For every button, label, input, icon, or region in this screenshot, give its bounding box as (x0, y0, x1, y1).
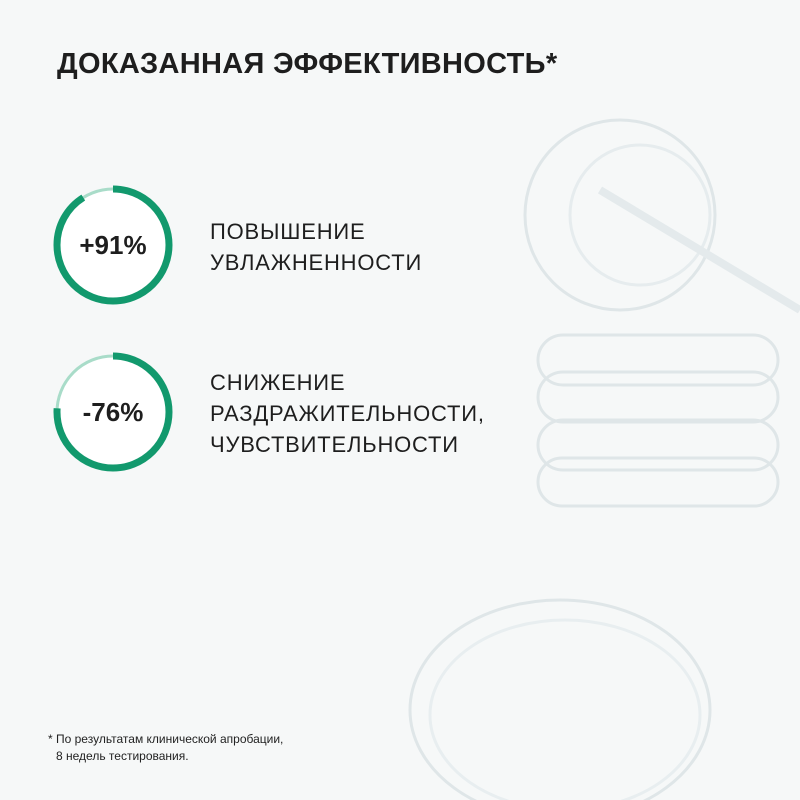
stat-label-irritation: СНИЖЕНИЕ РАЗДРАЖИТЕЛЬНОСТИ, ЧУВСТВИТЕЛЬН… (210, 367, 485, 460)
stat-value: +91% (79, 230, 147, 260)
progress-arc (53, 352, 173, 472)
stat-ring-moisture: +91% (53, 185, 173, 305)
footnote-line: 8 недель тестирования. (56, 749, 189, 763)
label-line: ПОВЫШЕНИЕ (210, 219, 366, 244)
label-line: СНИЖЕНИЕ (210, 370, 346, 395)
label-line: ЧУВСТВИТЕЛЬНОСТИ (210, 432, 459, 457)
stat-label-moisture: ПОВЫШЕНИЕ УВЛАЖНЕННОСТИ (210, 216, 422, 278)
page-title: ДОКАЗАННАЯ ЭФФЕКТИВНОСТЬ* (57, 48, 558, 80)
progress-ring (53, 185, 173, 305)
label-line: УВЛАЖНЕННОСТИ (210, 250, 423, 275)
stat-value: -76% (82, 397, 144, 427)
footnote-line: * По результатам клинической апробации, (48, 732, 284, 746)
label-line: РАЗДРАЖИТЕЛЬНОСТИ, (210, 401, 485, 426)
stat-ring-irritation: -76% (53, 352, 173, 472)
progress-ring (53, 352, 173, 472)
footnote: * По результатам клинической апробации, … (48, 731, 283, 765)
progress-arc (53, 185, 173, 305)
